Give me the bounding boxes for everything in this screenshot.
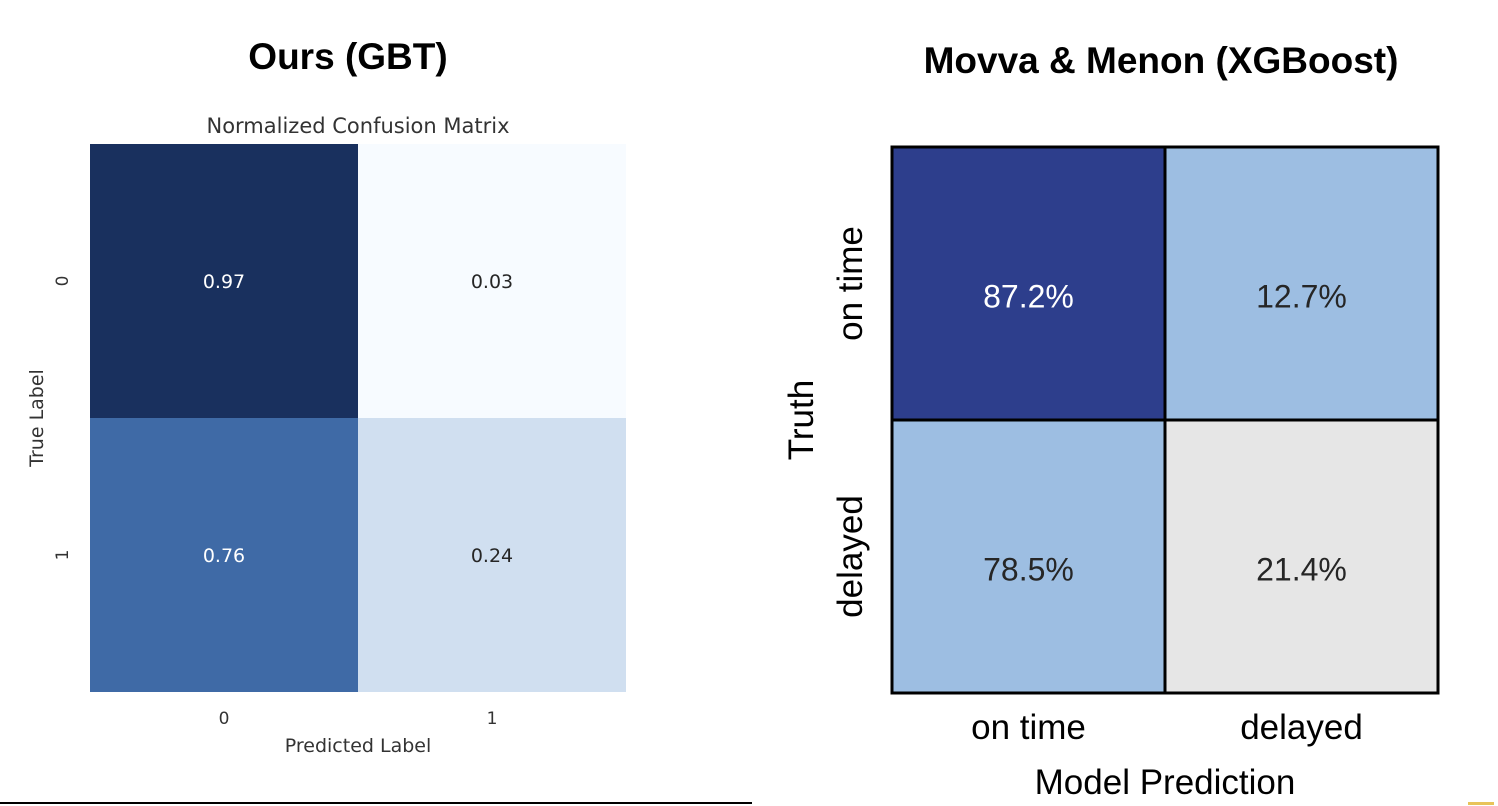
left-cell-label-1-0: 0.76 (203, 545, 245, 567)
left-y-tick-0: 0 (53, 276, 73, 287)
bottom-divider (0, 802, 752, 804)
right-panel-title: Movva & Menon (XGBoost) (923, 40, 1399, 81)
right-cell-label-1-1: 21.4% (1256, 552, 1347, 588)
right-cell-label-1-0: 78.5% (983, 552, 1074, 588)
left-cell-0-0 (90, 144, 358, 418)
left-cell-0-1 (358, 144, 626, 418)
left-y-tick-1: 1 (53, 550, 73, 561)
right-y-tick-1: delayed (831, 495, 870, 618)
right-cell-0-1 (1163, 145, 1440, 422)
left-y-axis-label: True Label (26, 369, 48, 468)
corner-accent (1468, 802, 1494, 805)
right-cell-label-0-1: 12.7% (1256, 279, 1347, 315)
right-cell-0-0 (890, 145, 1167, 422)
left-cell-1-0 (90, 418, 358, 692)
left-cell-label-0-0: 0.97 (203, 271, 245, 293)
left-chart-title: Normalized Confusion Matrix (206, 114, 509, 138)
left-cell-label-0-1: 0.03 (471, 271, 513, 293)
right-cell-1-0 (890, 418, 1167, 695)
right-cell-1-1 (1163, 418, 1440, 695)
left-x-tick-0: 0 (219, 709, 230, 729)
left-x-axis-label: Predicted Label (285, 735, 432, 757)
right-x-tick-1: delayed (1240, 708, 1363, 747)
left-cell-1-1 (358, 418, 626, 692)
right-x-tick-0: on time (971, 708, 1086, 747)
left-panel-title: Ours (GBT) (248, 36, 448, 77)
right-y-axis-label: Truth (782, 380, 821, 460)
right-y-tick-0: on time (831, 226, 870, 341)
right-cell-label-0-0: 87.2% (983, 279, 1074, 315)
left-x-tick-1: 1 (487, 709, 498, 729)
right-x-axis-label: Model Prediction (1035, 763, 1296, 802)
left-cell-label-1-1: 0.24 (471, 545, 513, 567)
